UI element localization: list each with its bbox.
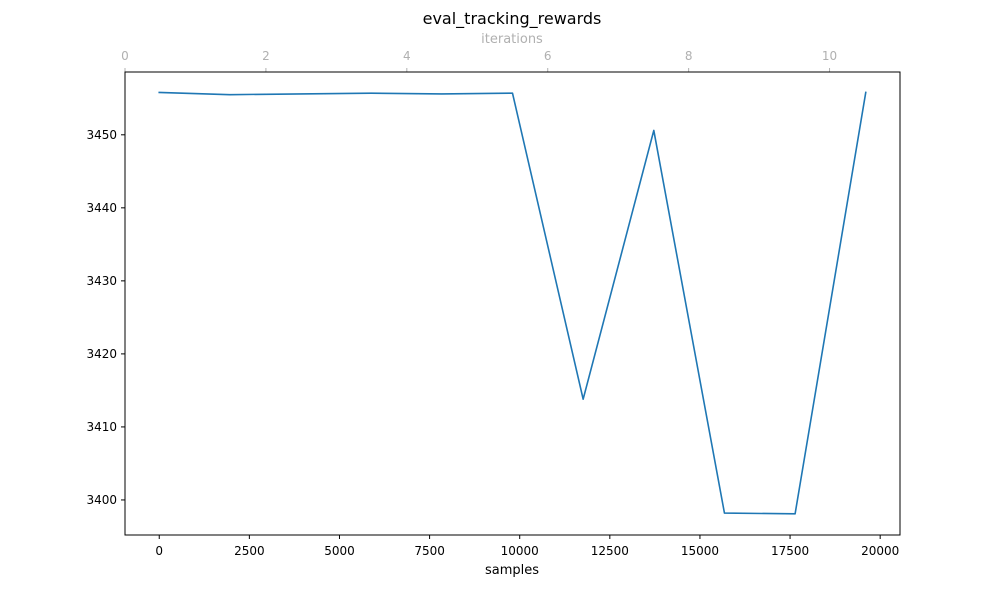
x-tick-label: 17500	[771, 544, 809, 558]
x-tick-label: 2500	[234, 544, 265, 558]
top-tick-label: 4	[403, 49, 411, 63]
top-tick-label: 2	[262, 49, 270, 63]
x-tick-label: 10000	[501, 544, 539, 558]
top-axis-label: iterations	[481, 32, 543, 47]
x-tick-label: 0	[155, 544, 163, 558]
x-axis-label: samples	[485, 563, 539, 578]
plot-area: 0 2500 5000 7500 10000 12500 15000 17500 20000 0 2…	[86, 49, 899, 558]
x-tick-label: 5000	[324, 544, 355, 558]
x-tick-label: 20000	[861, 544, 899, 558]
y-tick-label: 3440	[86, 201, 117, 215]
y-tick-label: 3430	[86, 274, 117, 288]
y-tick-label: 3420	[86, 347, 117, 361]
top-tick-label: 6	[544, 49, 552, 63]
x-tick-label: 12500	[591, 544, 629, 558]
x-tick-label: 7500	[414, 544, 445, 558]
top-tick-label: 10	[822, 49, 837, 63]
series-line-0	[158, 91, 867, 515]
plot-frame	[124, 71, 901, 536]
y-tick-label: 3450	[86, 128, 117, 142]
chart-title: eval_tracking_rewards	[423, 9, 602, 29]
top-tick-label: 0	[121, 49, 129, 63]
y-tick-label: 3410	[86, 420, 117, 434]
x-tick-label: 15000	[681, 544, 719, 558]
top-tick-label: 8	[685, 49, 693, 63]
y-tick-label: 3400	[86, 493, 117, 507]
